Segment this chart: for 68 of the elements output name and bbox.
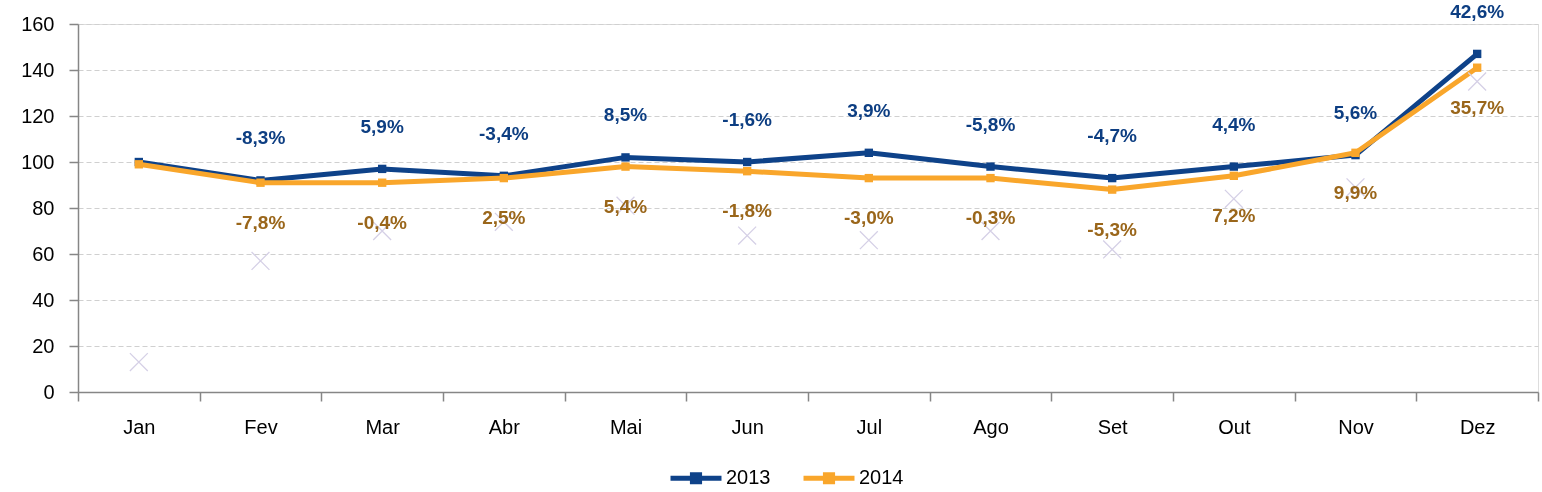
annotation: -5,3% <box>1087 218 1138 240</box>
annotation: -1,8% <box>722 200 773 222</box>
annotation: 9,9% <box>1333 181 1378 203</box>
point <box>864 148 874 157</box>
y-tick-label: 160 <box>21 12 55 35</box>
annotation: -5,8% <box>965 113 1016 135</box>
x-tick-label: Jan <box>123 415 156 438</box>
annotation: -7,8% <box>235 211 286 233</box>
point <box>377 164 387 174</box>
x-tick-label: Fev <box>244 415 278 438</box>
annotation: 35,7% <box>1450 96 1505 118</box>
point <box>737 226 757 246</box>
point <box>742 157 752 167</box>
annotation: -3,0% <box>844 207 894 229</box>
x-tick-label: Dez <box>1459 415 1496 438</box>
annotation: -0,3% <box>965 207 1016 229</box>
y-tick-label: 100 <box>21 150 55 173</box>
annotation: 4,4% <box>1212 113 1256 135</box>
y-tick-label: 20 <box>32 334 55 357</box>
annotation: 2,5% <box>482 207 526 229</box>
point <box>377 178 387 187</box>
annotation: 5,4% <box>603 195 648 217</box>
annotation: 42,6% <box>1450 0 1505 22</box>
annotation: -8,3% <box>235 127 286 149</box>
y-tick-label: 60 <box>32 242 55 265</box>
y-tick-label: 40 <box>32 288 55 311</box>
legend-label: 2014 <box>859 466 904 489</box>
annotation: -3,4% <box>479 122 529 144</box>
point <box>1224 189 1244 209</box>
x-tick-label: Mar <box>365 415 401 438</box>
point <box>986 173 995 183</box>
point <box>1472 49 1482 59</box>
annotation: -0,4% <box>357 211 408 233</box>
point <box>742 167 752 176</box>
point <box>1229 162 1239 171</box>
point <box>1107 185 1117 194</box>
x-tick-label: Ago <box>973 415 1009 438</box>
y-tick-label: 0 <box>43 380 55 403</box>
y-tick-label: 140 <box>21 58 55 81</box>
x-tick-label: Out <box>1218 415 1251 438</box>
point <box>859 230 879 250</box>
annotation: 5,6% <box>1333 102 1378 124</box>
point <box>864 173 874 183</box>
y-tick-label: 120 <box>21 104 55 127</box>
point <box>250 251 271 271</box>
x-tick-label: Set <box>1097 415 1129 438</box>
x-tick-label: Abr <box>488 415 521 438</box>
x-tick-label: Nov <box>1338 415 1374 438</box>
annotation: 3,9% <box>847 99 891 121</box>
point <box>1107 173 1117 183</box>
point <box>1102 239 1122 259</box>
x-tick-label: Jul <box>856 415 883 438</box>
point <box>129 352 149 372</box>
annotation: 8,5% <box>603 104 648 126</box>
x-tick-label: Jun <box>731 415 764 438</box>
point <box>1472 63 1482 72</box>
point <box>1467 71 1487 92</box>
annotation: 7,2% <box>1212 204 1256 226</box>
annotation: 5,9% <box>360 115 404 137</box>
point <box>621 162 630 171</box>
point <box>986 162 995 171</box>
point <box>1229 171 1239 180</box>
y-tick-label: 80 <box>32 196 55 219</box>
x-tick-label: Mai <box>609 415 643 438</box>
legend-label: 2013 <box>726 466 771 489</box>
point <box>621 153 630 162</box>
annotation: -4,7% <box>1087 125 1138 147</box>
annotation: -1,6% <box>722 109 773 130</box>
